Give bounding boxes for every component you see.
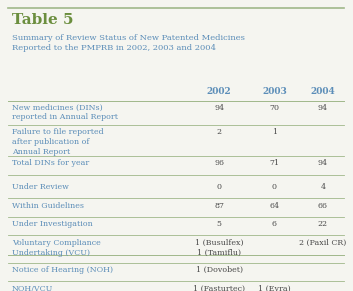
Text: 96: 96 <box>214 159 224 168</box>
Text: 64: 64 <box>269 202 280 210</box>
Text: 71: 71 <box>269 159 280 168</box>
Text: 2003: 2003 <box>262 87 287 96</box>
Text: Within Guidelines: Within Guidelines <box>12 202 84 210</box>
Text: 94: 94 <box>318 159 328 168</box>
Text: Under Review: Under Review <box>12 183 68 191</box>
Text: 70: 70 <box>269 104 280 112</box>
Text: 22: 22 <box>318 220 328 228</box>
Text: 1 (Fasturtec): 1 (Fasturtec) <box>193 285 245 291</box>
Text: 94: 94 <box>214 104 224 112</box>
Text: 2: 2 <box>217 128 222 136</box>
Text: 4: 4 <box>320 183 325 191</box>
Text: 0: 0 <box>217 183 222 191</box>
Text: Failure to file reported
after publication of
Annual Report: Failure to file reported after publicati… <box>12 128 103 156</box>
Text: 6: 6 <box>272 220 277 228</box>
Text: Voluntary Compliance
Undertaking (VCU): Voluntary Compliance Undertaking (VCU) <box>12 239 101 257</box>
Text: NOH/VCU: NOH/VCU <box>12 285 53 291</box>
Text: 1 (Busulfex)
1 (Tamiflu): 1 (Busulfex) 1 (Tamiflu) <box>195 239 244 257</box>
Text: Total DINs for year: Total DINs for year <box>12 159 89 168</box>
Text: 2004: 2004 <box>311 87 335 96</box>
Text: 1: 1 <box>272 128 277 136</box>
Text: 1 (Dovobet): 1 (Dovobet) <box>196 266 243 274</box>
Text: 5: 5 <box>217 220 222 228</box>
Text: Summary of Review Status of New Patented Medicines
Reported to the PMPRB in 2002: Summary of Review Status of New Patented… <box>12 34 245 52</box>
Text: 2 (Paxil CR): 2 (Paxil CR) <box>299 239 347 247</box>
Text: Under Investigation: Under Investigation <box>12 220 92 228</box>
Text: 2002: 2002 <box>207 87 232 96</box>
Text: 1 (Evra): 1 (Evra) <box>258 285 291 291</box>
Text: Table 5: Table 5 <box>12 13 73 27</box>
Text: 87: 87 <box>214 202 224 210</box>
Text: 94: 94 <box>318 104 328 112</box>
Text: New medicines (DINs)
reported in Annual Report: New medicines (DINs) reported in Annual … <box>12 104 118 121</box>
Text: 0: 0 <box>272 183 277 191</box>
Text: 66: 66 <box>318 202 328 210</box>
Text: Notice of Hearing (NOH): Notice of Hearing (NOH) <box>12 266 113 274</box>
